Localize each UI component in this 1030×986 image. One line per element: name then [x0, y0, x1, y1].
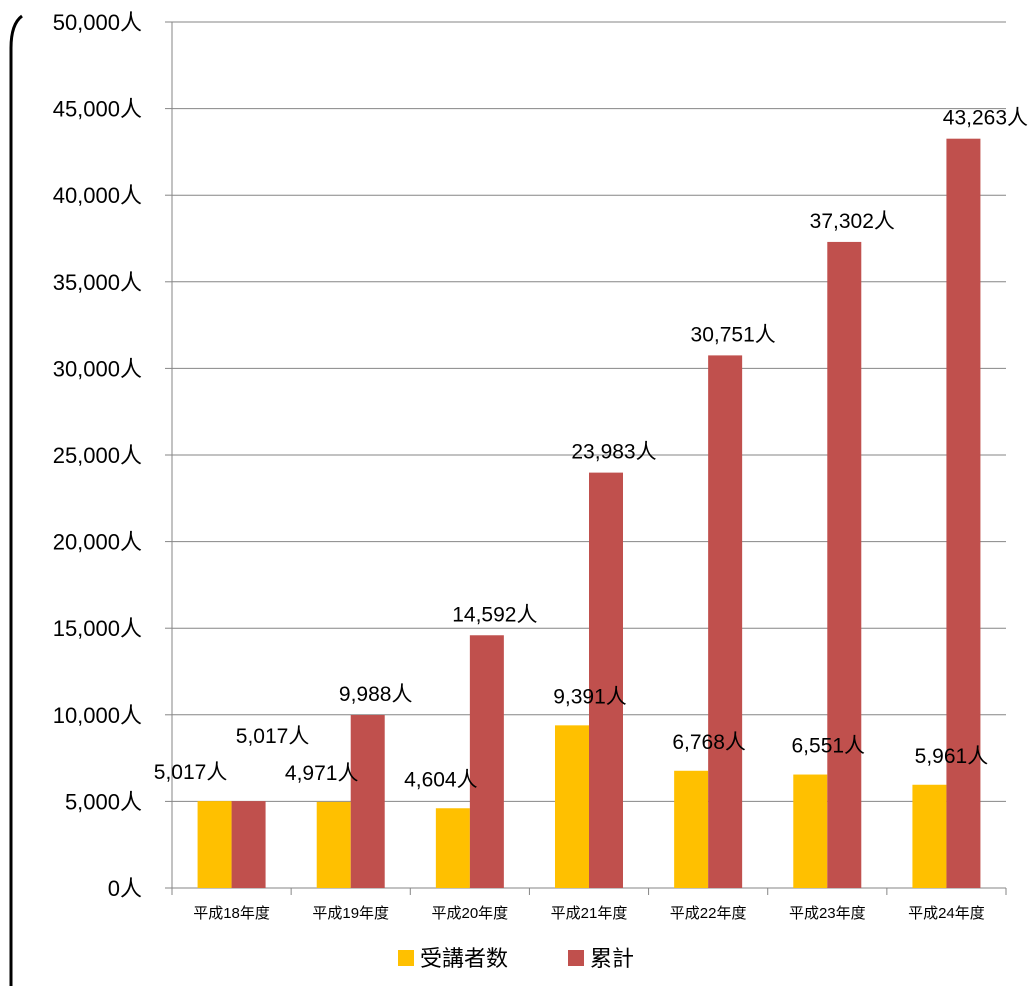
y-tick-label: 45,000人: [53, 97, 142, 122]
bar-series-1: [435, 808, 470, 888]
y-tick-label: 50,000人: [53, 10, 142, 35]
x-axis-tick-labels: 平成18年度 平成19年度 平成20年度 平成21年度 平成22年度 平成23年度 平成24…: [193, 905, 985, 922]
y-tick-label: 10,000人: [53, 703, 142, 728]
y-tick-label: 25,000人: [53, 443, 142, 468]
bar-series-2: [469, 635, 504, 888]
data-labels: 5,017人 5,017人 4,971人 9,988人 4,604人 14,592人 9,3…: [154, 107, 1028, 792]
y-tick-label: 0人: [108, 876, 142, 901]
data-label: 43,263人: [943, 107, 1028, 130]
bar-series-2: [946, 138, 981, 889]
y-tick-label: 30,000人: [53, 356, 142, 381]
data-label: 23,983人: [571, 441, 656, 464]
legend-label-series-1: 受講者数: [420, 946, 508, 971]
y-tick-label: 5,000人: [65, 789, 142, 814]
data-label: 9,391人: [553, 685, 627, 708]
data-label: 5,017人: [154, 761, 228, 784]
data-label: 5,017人: [236, 725, 310, 748]
y-axis-tick-labels: 0人 5,000人 10,000人 15,000人 20,000人 25,000人 30,0…: [53, 10, 142, 901]
bar-series-1: [316, 801, 351, 888]
data-label: 30,751人: [691, 323, 776, 346]
y-tick-label: 40,000人: [53, 183, 142, 208]
gridlines: [172, 21, 1006, 802]
data-label: 4,604人: [404, 768, 478, 791]
y-tick-label: 20,000人: [53, 530, 142, 555]
data-label: 6,551人: [792, 735, 866, 758]
bar-series-1: [197, 801, 232, 888]
data-label: 14,592人: [452, 603, 537, 626]
legend-label-series-2: 累計: [590, 946, 634, 971]
data-label: 37,302人: [810, 210, 895, 233]
bars: [197, 138, 981, 889]
x-tick-label: 平成21年度: [551, 905, 628, 922]
bar-series-2: [589, 472, 623, 888]
legend-swatch-series-1: [398, 950, 414, 966]
data-label: 9,988人: [339, 683, 413, 706]
y-tick-label: 35,000人: [53, 270, 142, 295]
bar-series-1: [674, 770, 709, 888]
bar-series-2: [827, 241, 862, 888]
data-label: 4,971人: [285, 762, 359, 785]
x-tick-label: 平成23年度: [789, 905, 866, 922]
legend: 受講者数 累計: [398, 946, 634, 971]
x-tick-label: 平成20年度: [432, 905, 509, 922]
x-tick-label: 平成18年度: [193, 905, 270, 922]
data-label: 5,961人: [915, 745, 989, 768]
data-label: 6,768人: [672, 731, 746, 754]
bar-series-1: [555, 725, 589, 888]
y-tick-label: 15,000人: [53, 616, 142, 641]
bar-series-1: [912, 784, 947, 888]
bar-series-1: [793, 774, 828, 888]
legend-swatch-series-2: [568, 950, 584, 966]
x-tick-label: 平成24年度: [908, 905, 985, 922]
decorative-bracket: [9, 14, 23, 986]
x-tick-label: 平成19年度: [312, 905, 389, 922]
bar-series-2: [708, 355, 743, 888]
x-tick-label: 平成22年度: [670, 905, 747, 922]
bar-series-2: [350, 715, 385, 888]
bar-series-2: [231, 801, 266, 888]
